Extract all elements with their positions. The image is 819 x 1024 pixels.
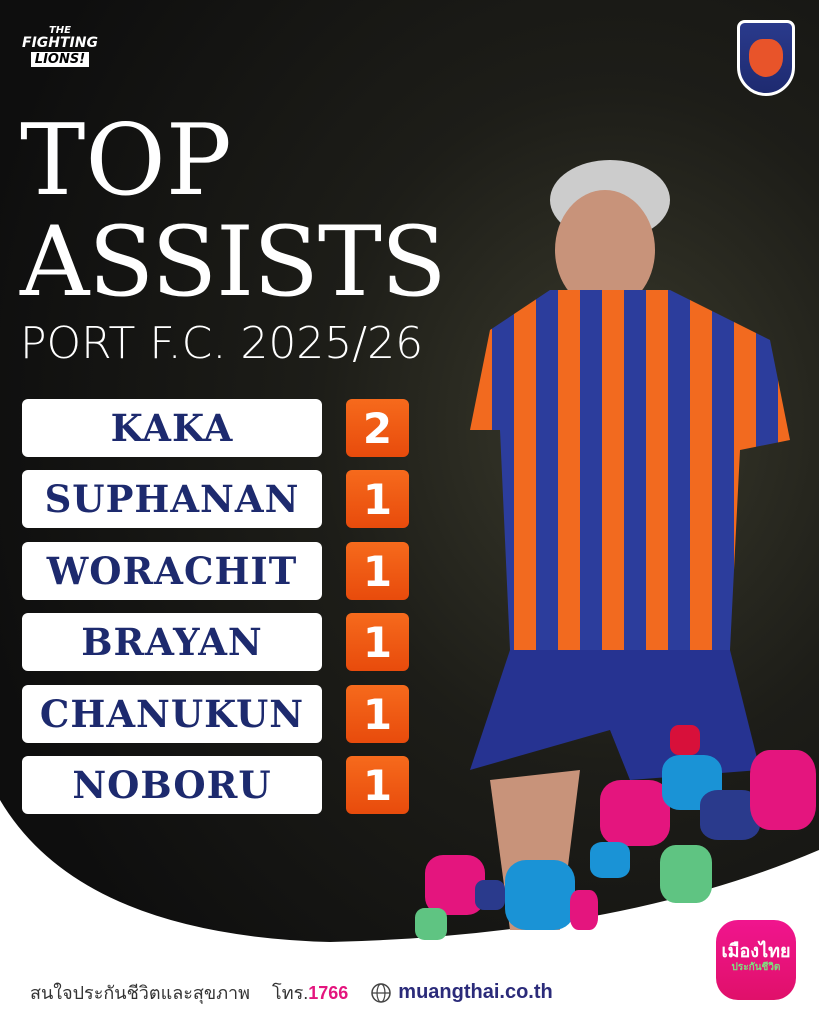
- sponsor-logo: เมืองไทย ประกันชีวิต: [716, 920, 796, 1000]
- leaderboard-row: WORACHIT 1: [22, 542, 409, 600]
- club-crest: [737, 20, 795, 96]
- website: muangthai.co.th: [370, 981, 553, 1004]
- sponsor-sub: ประกันชีวิต: [731, 961, 781, 973]
- website-url: muangthai.co.th: [398, 981, 553, 1003]
- blob: [475, 880, 505, 910]
- blob: [660, 845, 712, 903]
- logo-line: LIONS!: [30, 52, 90, 67]
- player-name: BRAYAN: [22, 613, 322, 671]
- phone-prefix: โทร.: [272, 983, 309, 1003]
- blob: [570, 890, 598, 930]
- fighting-lions-logo: THE FIGHTING LIONS!: [22, 26, 98, 67]
- tagline: สนใจประกันชีวิตและสุขภาพ: [30, 983, 251, 1003]
- phone-number: 1766: [308, 983, 349, 1003]
- logo-line: FIGHTING: [22, 35, 98, 51]
- leaderboard-row: NOBORU 1: [22, 756, 409, 814]
- footer: สนใจประกันชีวิตและสุขภาพ โทร.1766 muangt…: [30, 978, 553, 1007]
- assist-count: 1: [346, 470, 409, 528]
- assist-count: 1: [346, 542, 409, 600]
- leaderboard-row: SUPHANAN 1: [22, 470, 409, 528]
- title-line-1: TOP: [20, 104, 232, 218]
- blob: [505, 860, 575, 930]
- sponsor-name: เมืองไทย: [721, 941, 791, 961]
- phone: โทร.1766: [272, 978, 348, 1007]
- assist-count: 2: [346, 399, 409, 457]
- player-name: NOBORU: [22, 756, 322, 814]
- assist-count: 1: [346, 756, 409, 814]
- subtitle: PORT F.C. 2025/26: [20, 318, 424, 369]
- leaderboard-row: BRAYAN 1: [22, 613, 409, 671]
- blob: [750, 750, 816, 830]
- player-name: WORACHIT: [22, 542, 322, 600]
- leaderboard-row: KAKA 2: [22, 399, 409, 457]
- player-name: KAKA: [22, 399, 322, 457]
- leaderboard-row: CHANUKUN 1: [22, 685, 409, 743]
- assist-count: 1: [346, 685, 409, 743]
- blob: [600, 780, 670, 846]
- assist-count: 1: [346, 613, 409, 671]
- blob: [415, 908, 447, 940]
- lion-icon: [749, 39, 783, 77]
- logo-line: THE: [48, 25, 71, 36]
- title-line-2: ASSISTS: [20, 206, 447, 318]
- player-name: SUPHANAN: [22, 470, 322, 528]
- player-name: CHANUKUN: [22, 685, 322, 743]
- blob: [590, 842, 630, 878]
- blob: [670, 725, 700, 755]
- globe-icon: [371, 982, 392, 1003]
